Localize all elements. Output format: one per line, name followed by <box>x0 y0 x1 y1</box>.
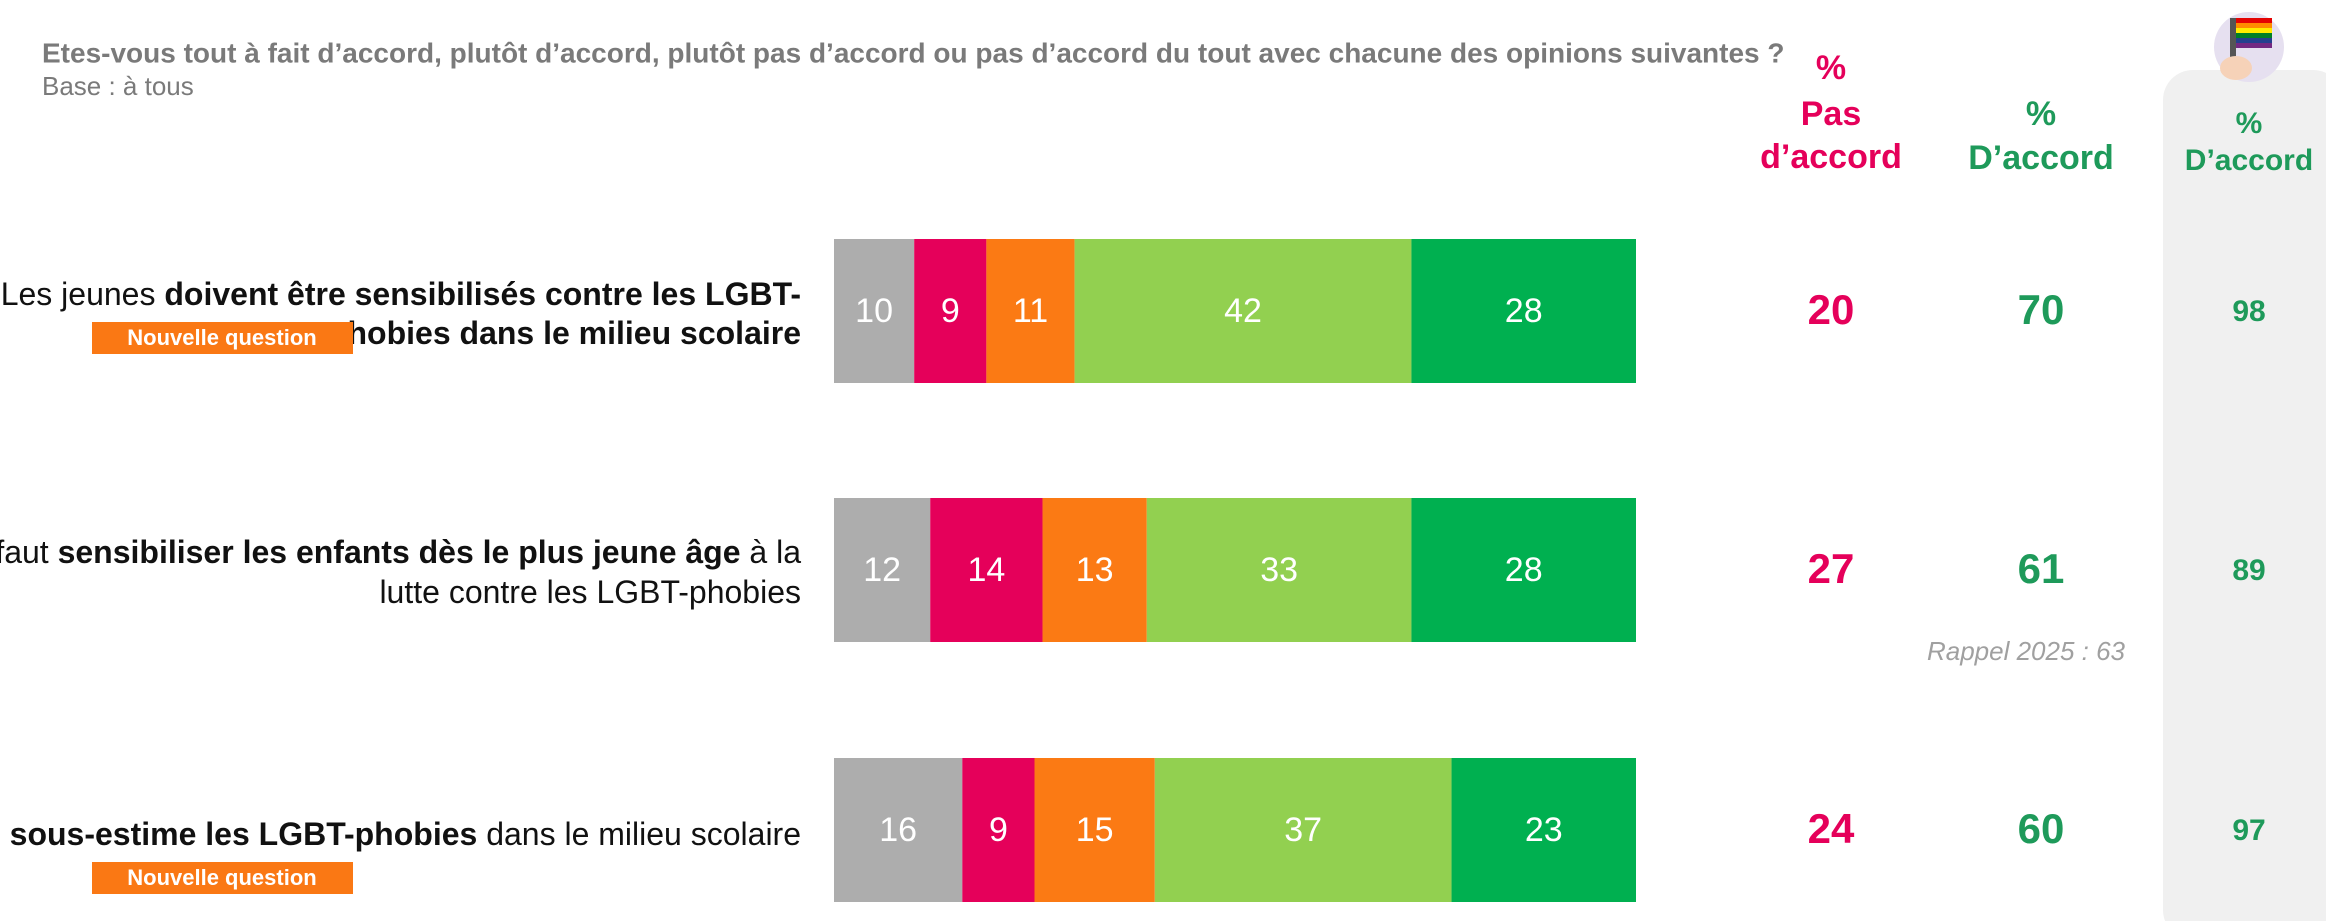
label-segment: Les jeunes <box>1 276 165 312</box>
label-segment: doivent être sensibilisés contre les LGB… <box>164 276 801 312</box>
column-header: % <box>1816 49 1846 87</box>
bar-value-label: 42 <box>1224 292 1262 330</box>
category-label: Les jeunes doivent être sensibilisés con… <box>1 276 801 312</box>
bar-value-label: 15 <box>1076 811 1114 849</box>
bar-value-label: 28 <box>1505 551 1543 589</box>
category-label: phobies dans le milieu scolaire <box>328 315 801 351</box>
column-header: D’accord <box>2185 144 2313 177</box>
label-segment: Il faut <box>0 534 58 570</box>
highlight-panel <box>2163 70 2326 921</box>
bar-value-label: 9 <box>989 811 1008 849</box>
bar-value-label: 23 <box>1525 811 1563 849</box>
column-header: Pas <box>1801 95 1862 133</box>
bar-value-label: 33 <box>1260 551 1298 589</box>
chart-subtitle: Base : à tous <box>42 71 194 101</box>
bar-value-label: 13 <box>1076 551 1114 589</box>
bar-value-label: 9 <box>941 292 960 330</box>
bar-value-label: 28 <box>1505 292 1543 330</box>
chart: Etes-vous tout à fait d’accord, plutôt d… <box>0 0 2326 921</box>
bar-value-label: 37 <box>1284 811 1322 849</box>
column-value: 60 <box>2018 805 2065 852</box>
column-value: 89 <box>2232 554 2265 587</box>
column-value: 61 <box>2018 545 2065 592</box>
tag-label: Nouvelle question <box>127 865 316 890</box>
column-value: 20 <box>1808 286 1855 333</box>
bar-value-label: 16 <box>879 811 917 849</box>
bar-value-label: 10 <box>855 292 893 330</box>
column-value: 98 <box>2232 295 2265 328</box>
column-value: 70 <box>2018 286 2065 333</box>
category-label: On sous-estime les LGBT-phobies dans le … <box>0 816 801 852</box>
bar-value-label: 11 <box>1013 292 1048 330</box>
column-header: D’accord <box>1968 139 2114 177</box>
label-segment: phobies dans le milieu scolaire <box>328 315 801 351</box>
column-value: 97 <box>2232 814 2265 847</box>
chart-title: Etes-vous tout à fait d’accord, plutôt d… <box>42 37 1785 68</box>
column-header: % <box>2026 95 2056 133</box>
flag-icon <box>2214 12 2284 82</box>
label-segment: sous-estime les LGBT-phobies <box>10 816 478 852</box>
column-value: 24 <box>1808 805 1855 852</box>
bar-value-label: 12 <box>863 551 901 589</box>
label-segment: sensibiliser les enfants dès le plus jeu… <box>58 534 741 570</box>
annotation: Rappel 2025 : 63 <box>1927 636 2126 666</box>
category-label: Il faut sensibiliser les enfants dès le … <box>0 534 801 570</box>
label-segment: lutte contre les LGBT-phobies <box>379 574 801 610</box>
label-segment: dans le milieu scolaire <box>477 816 801 852</box>
tag-label: Nouvelle question <box>127 325 316 350</box>
category-label: lutte contre les LGBT-phobies <box>379 574 801 610</box>
label-segment: On <box>0 816 10 852</box>
bar-value-label: 14 <box>967 551 1005 589</box>
column-value: 27 <box>1808 545 1855 592</box>
column-header: % <box>2236 107 2263 140</box>
label-segment: à la <box>741 534 802 570</box>
column-header: d’accord <box>1760 138 1902 176</box>
